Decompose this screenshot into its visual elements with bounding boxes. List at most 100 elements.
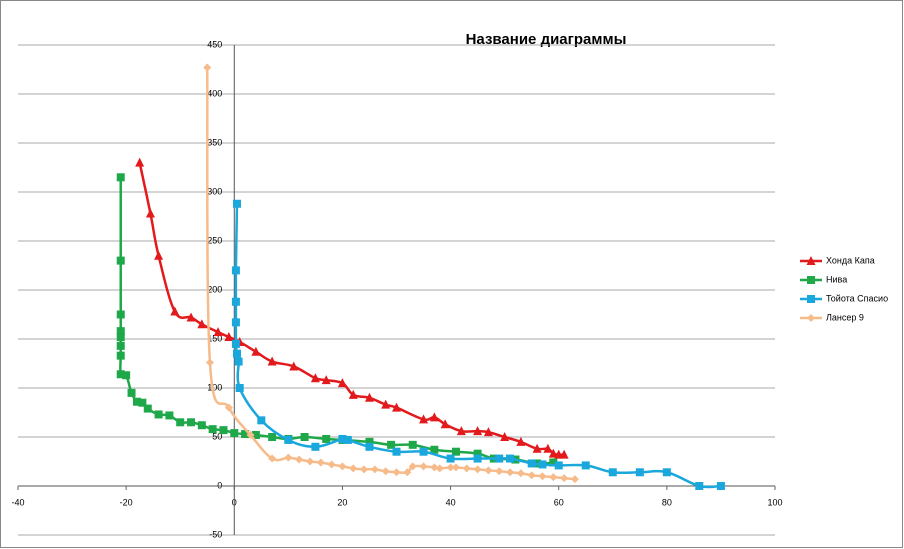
marker xyxy=(235,384,244,392)
marker xyxy=(232,199,241,208)
y-tick-label: 250 xyxy=(207,235,222,245)
marker xyxy=(154,410,163,419)
marker xyxy=(300,433,309,441)
marker xyxy=(387,440,396,449)
marker xyxy=(392,402,401,412)
y-tick-label: 400 xyxy=(207,88,222,98)
legend-label: Лансер 9 xyxy=(826,312,864,322)
marker xyxy=(116,256,125,265)
marker xyxy=(322,434,331,443)
marker xyxy=(360,465,369,474)
marker xyxy=(716,482,725,490)
marker xyxy=(116,333,125,342)
marker xyxy=(197,319,207,329)
marker xyxy=(213,327,223,337)
marker xyxy=(305,457,314,466)
marker xyxy=(370,465,379,474)
marker xyxy=(440,419,450,429)
marker xyxy=(165,411,174,420)
marker xyxy=(473,454,482,463)
marker xyxy=(154,250,164,260)
legend-marker xyxy=(807,276,815,284)
marker xyxy=(251,346,261,356)
marker xyxy=(170,306,180,316)
marker xyxy=(381,399,391,409)
marker xyxy=(268,454,277,463)
marker xyxy=(295,455,304,464)
marker xyxy=(392,447,401,456)
marker xyxy=(495,467,504,476)
legend-marker xyxy=(807,314,815,322)
marker xyxy=(430,445,439,454)
marker xyxy=(316,458,325,467)
marker xyxy=(321,375,331,385)
y-tick-label: 0 xyxy=(217,480,222,490)
x-tick-label: 60 xyxy=(554,497,564,507)
marker xyxy=(251,431,260,440)
marker xyxy=(495,454,504,463)
x-tick-label: -20 xyxy=(120,497,133,507)
marker xyxy=(219,426,228,435)
marker xyxy=(516,436,526,446)
marker xyxy=(246,431,255,440)
marker xyxy=(267,356,277,366)
marker xyxy=(311,442,320,451)
marker xyxy=(186,312,196,322)
marker xyxy=(343,435,352,444)
marker xyxy=(257,416,266,425)
marker xyxy=(430,463,439,472)
marker xyxy=(135,157,145,167)
y-tick-label: 200 xyxy=(207,284,222,294)
legend-marker xyxy=(806,256,816,265)
marker xyxy=(337,378,347,388)
marker xyxy=(205,358,214,367)
marker xyxy=(500,432,510,441)
marker xyxy=(197,421,206,430)
y-tick-label: -50 xyxy=(209,529,222,539)
marker xyxy=(532,443,542,453)
marker xyxy=(310,373,320,383)
marker xyxy=(392,468,401,477)
legend-label: Тойота Спасио xyxy=(826,293,888,303)
marker xyxy=(429,412,439,422)
x-tick-label: 100 xyxy=(767,497,782,507)
marker xyxy=(231,339,240,348)
marker xyxy=(548,448,558,458)
y-tick-label: 300 xyxy=(207,186,222,196)
marker xyxy=(538,472,547,481)
marker xyxy=(506,454,515,463)
marker xyxy=(662,468,671,477)
marker xyxy=(484,466,493,475)
marker xyxy=(608,468,617,477)
chart-title: Название диаграммы xyxy=(466,31,627,48)
marker xyxy=(462,464,471,473)
y-tick-label: 50 xyxy=(212,431,222,441)
marker xyxy=(560,474,569,483)
marker xyxy=(327,460,336,469)
marker xyxy=(473,426,483,436)
marker xyxy=(224,332,234,342)
marker xyxy=(381,467,390,476)
marker xyxy=(527,471,536,480)
marker xyxy=(554,461,563,470)
marker xyxy=(364,392,374,402)
marker xyxy=(348,389,358,399)
marker xyxy=(231,318,240,327)
marker xyxy=(268,433,277,441)
marker xyxy=(559,449,569,459)
marker xyxy=(549,473,558,482)
marker xyxy=(516,469,525,478)
marker xyxy=(483,427,493,437)
y-tick-label: 150 xyxy=(207,333,222,343)
marker xyxy=(143,404,152,413)
marker xyxy=(127,388,136,397)
marker xyxy=(451,447,460,456)
marker xyxy=(527,459,536,468)
marker xyxy=(473,465,482,474)
x-tick-label: 20 xyxy=(337,497,347,507)
marker xyxy=(451,463,460,472)
marker xyxy=(234,357,243,366)
marker xyxy=(408,440,417,449)
legend-label: Нива xyxy=(826,274,847,284)
